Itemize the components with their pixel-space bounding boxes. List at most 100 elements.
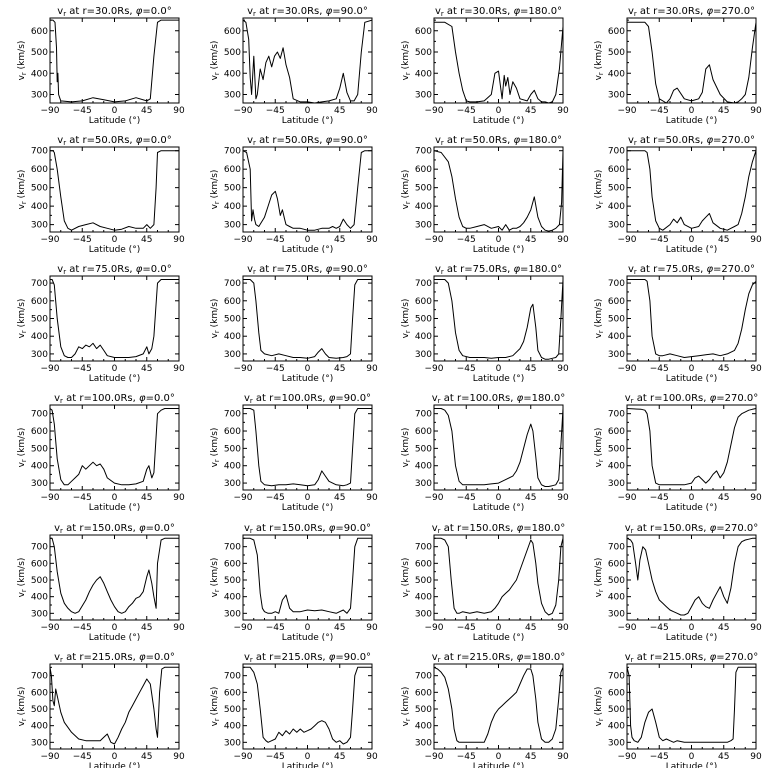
x-axis-label: Latitude (°) [89,503,140,513]
y-tick-label: 300 [608,479,625,489]
y-tick-label: 300 [31,738,48,748]
y-axis-label: vr (km/s) [210,299,221,339]
x-tick-label: −90 [618,364,637,374]
y-tick-label: 700 [224,147,241,157]
x-tick-label: −45 [266,493,285,503]
y-tick-label: 700 [415,147,432,157]
y-tick-label: 300 [224,91,241,101]
y-tick-label: 700 [224,672,241,682]
y-tick-label: 700 [608,672,625,682]
y-tick-label: 500 [31,48,48,58]
x-tick-label: −90 [425,235,444,245]
y-tick-label: 600 [608,688,625,698]
plot-frame [626,146,757,233]
x-tick-label: 45 [334,106,345,116]
x-tick-label: 90 [750,235,762,245]
y-tick-label: 400 [224,332,241,342]
x-tick-label: 0 [689,752,695,762]
plot-frame [49,663,180,750]
plot-frame [433,275,564,362]
x-tick-label: 0 [112,493,118,503]
y-tick-label: 300 [31,609,48,619]
x-tick-label: 45 [525,752,536,762]
chart-panel: vr at r=50.0Rs, φ=270.0° −90 −45 0 45 90 300 40… [594,135,762,255]
y-tick-label: 500 [608,444,625,454]
x-tick-label: 90 [173,235,185,245]
x-tick-label: 90 [750,364,762,374]
x-tick-label: 0 [496,623,502,633]
y-tick-label: 400 [31,332,48,342]
chart-panel: vr at r=215.0Rs, φ=90.0° −90 −45 0 45 90 300 40… [210,652,378,768]
y-axis-label: vr (km/s) [17,687,28,727]
y-tick-label: 600 [415,165,432,175]
x-tick-label: 45 [525,364,536,374]
y-tick-label: 700 [608,279,625,289]
series-line [50,279,179,358]
x-tick-label: −45 [457,106,476,116]
y-tick-label: 500 [224,48,241,58]
y-tick-label: 300 [31,91,48,101]
x-tick-label: 0 [305,106,311,116]
y-tick-label: 600 [31,27,48,37]
x-tick-label: −45 [73,106,92,116]
x-tick-label: −45 [650,364,669,374]
plot-frame [626,663,757,750]
x-tick-label: 0 [112,106,118,116]
series-line [433,150,564,232]
series-line [626,408,757,486]
x-tick-label: 45 [718,106,729,116]
chart-title: vr at r=30.0Rs, φ=270.0° [628,6,755,18]
x-tick-label: −45 [650,235,669,245]
plot-frame [626,404,757,491]
plot-frame [626,275,757,362]
y-tick-label: 300 [608,350,625,360]
x-axis-label: Latitude (°) [282,503,333,513]
chart-title: vr at r=75.0Rs, φ=270.0° [628,264,755,276]
y-tick-label: 600 [31,427,48,437]
x-tick-label: 0 [689,493,695,503]
x-tick-label: 90 [750,752,762,762]
x-tick-label: 0 [496,364,502,374]
y-tick-label: 600 [224,427,241,437]
y-tick-label: 400 [224,202,241,212]
y-tick-label: 300 [224,738,241,748]
y-tick-label: 400 [224,593,241,603]
x-axis-label: Latitude (°) [282,245,333,255]
chart-panel: vr at r=50.0Rs, φ=180.0° −90 −45 0 45 90 300 40… [401,135,569,255]
y-tick-label: 300 [415,609,432,619]
x-tick-label: −45 [73,493,92,503]
chart-title: vr at r=75.0Rs, φ=180.0° [435,264,562,276]
y-tick-label: 500 [224,576,241,586]
chart-panel: vr at r=215.0Rs, φ=180.0° −90 −45 0 45 90 300 4… [401,652,569,768]
x-tick-label: 0 [112,752,118,762]
y-tick-label: 600 [608,559,625,569]
series-line [434,21,564,104]
y-tick-label: 700 [31,147,48,157]
x-tick-label: 0 [496,752,502,762]
y-axis-label: vr (km/s) [401,170,412,210]
x-tick-label: −90 [618,752,637,762]
chart-title: vr at r=30.0Rs, φ=0.0° [57,6,171,18]
y-axis-label: vr (km/s) [17,299,28,339]
y-tick-label: 300 [224,479,241,489]
x-tick-label: 0 [112,623,118,633]
x-tick-label: −90 [425,364,444,374]
x-tick-label: 0 [689,364,695,374]
x-axis-label: Latitude (°) [473,633,524,643]
x-axis-label: Latitude (°) [282,374,333,384]
series-line [49,666,179,745]
x-tick-label: 0 [305,364,311,374]
y-axis-label: vr (km/s) [401,299,412,339]
x-axis-label: Latitude (°) [89,245,140,255]
y-tick-label: 300 [608,738,625,748]
x-axis-label: Latitude (°) [473,374,524,384]
x-tick-label: −90 [234,235,253,245]
chart-panel: vr at r=30.0Rs, φ=270.0° −90 −45 0 45 90 300 40… [594,6,762,126]
x-tick-label: −90 [41,493,60,503]
y-axis-label: vr (km/s) [401,558,412,598]
y-tick-label: 600 [224,297,241,307]
series-line [627,279,757,358]
chart-panel: vr at r=75.0Rs, φ=180.0° −90 −45 0 45 90 300 40… [401,264,569,384]
x-axis-label: Latitude (°) [666,245,717,255]
